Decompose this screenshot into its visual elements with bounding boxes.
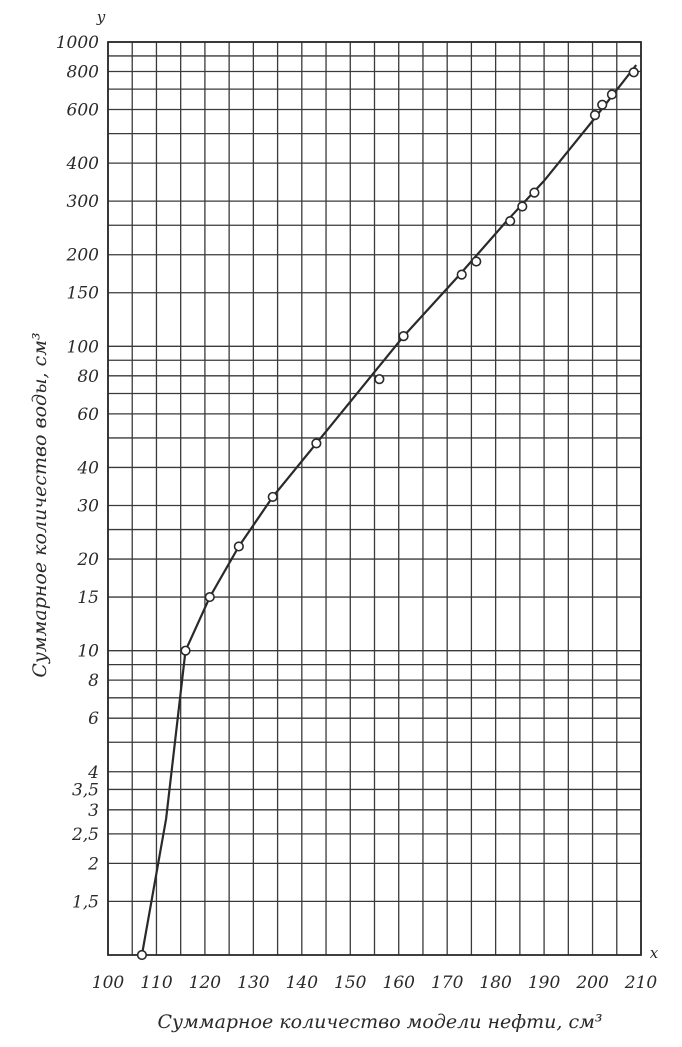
data-point [180,645,191,656]
y-tick-label: 300 [67,192,100,212]
y-tick-label: 8 [88,671,99,691]
y-tick-label: 3 [88,801,99,821]
x-tick-label: 130 [237,973,270,993]
x-tick-labels: 100 110 120 130 140 150 160 170 180 190 200 210 [92,973,658,993]
data-point [311,438,322,449]
x-tick-label: 210 [624,973,658,993]
y-tick-label: 400 [66,154,100,174]
x-tick-label: 200 [575,973,609,993]
series-line [140,64,638,956]
data-point [628,67,639,78]
y-tick-label: 2,5 [71,825,99,845]
y-tick-label: 20 [76,550,99,570]
x-tick-label: 140 [286,973,319,993]
y-tick-label: 10 [77,642,99,662]
y-tick-label: 100 [67,337,100,357]
y-tick-label: 3,5 [72,780,99,800]
y-tick-label: 60 [77,405,99,425]
y-tick-label: 80 [77,367,99,387]
y-tick-label: 15 [77,588,99,608]
x-axis-letter: x [650,944,659,962]
y-tick-label: 600 [67,101,100,121]
x-tick-label: 150 [334,973,367,993]
data-point [517,201,528,212]
y-tick-label: 1,5 [72,892,99,912]
y-tick-label: 4 [87,763,99,783]
y-axis-title: Суммарное количество воды, см³ [29,332,51,677]
x-tick-label: 120 [189,973,222,993]
y-axis-letter: y [96,8,106,26]
x-tick-label: 160 [383,973,416,993]
data-point [606,89,618,100]
x-tick-label: 100 [92,973,125,993]
x-tick-label: 180 [479,973,512,993]
data-point [267,491,278,503]
data-point [374,374,385,385]
data-point [456,269,467,280]
y-tick-label: 30 [77,496,99,516]
y-tick-label: 150 [67,284,100,304]
x-axis-title: Суммарное количество модели нефти, см³ [158,1011,603,1033]
y-tick-label: 200 [66,246,100,266]
plot-frame [107,41,642,956]
y-tick-labels: 1,5 2 2,5 33,54 6 8 10 15 20 30 40 60 80 100 150 200 300… [56,33,99,912]
data-point [589,110,601,121]
data-point [204,591,215,603]
y-tick-label: 40 [76,458,99,478]
data-point [136,949,148,961]
data-point [398,331,409,342]
y-tick-label: 1000 [56,33,99,53]
x-tick-label: 170 [431,973,464,993]
y-tick-label: 6 [88,709,99,729]
y-tick-label: 2 [87,854,99,874]
data-point [529,187,540,198]
y-tick-label: 800 [67,62,100,82]
grid [107,41,642,955]
data-markers [136,67,639,961]
data-point [471,256,482,267]
data-point [505,215,516,227]
x-tick-label: 110 [140,973,173,993]
data-point [233,541,244,552]
data-point [597,99,608,110]
x-tick-label: 190 [528,973,561,993]
